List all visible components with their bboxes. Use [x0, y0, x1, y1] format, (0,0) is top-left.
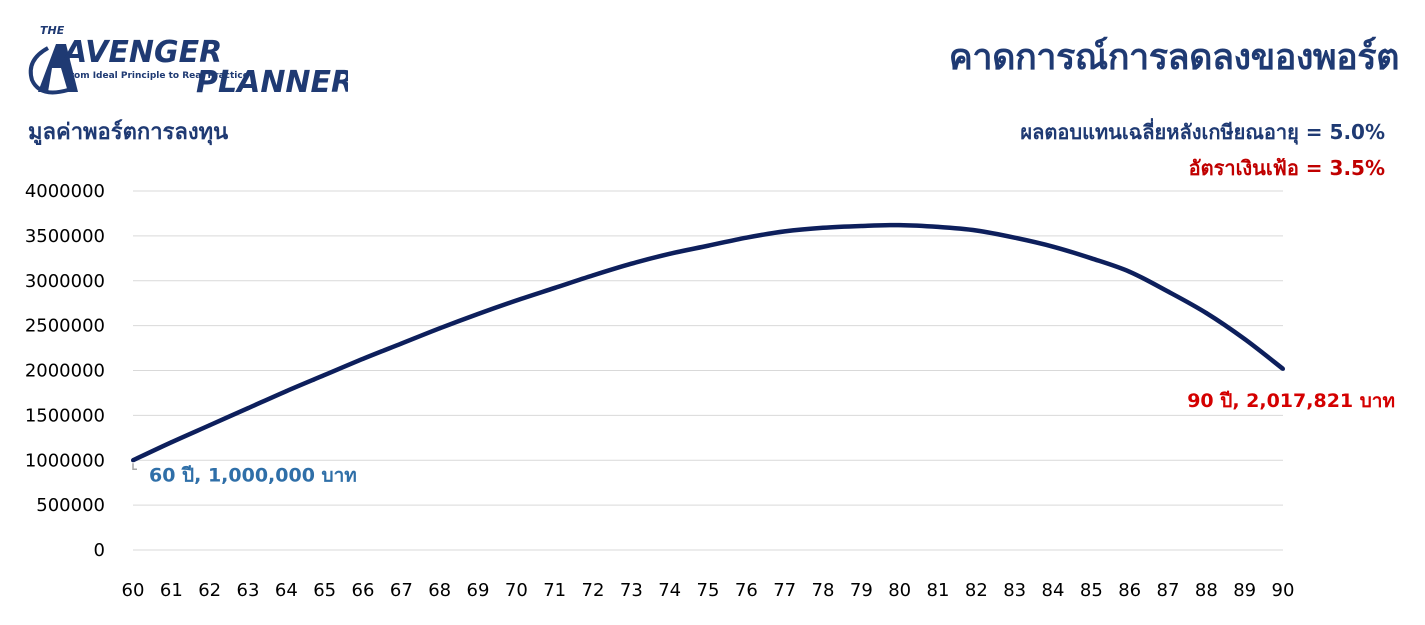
data-point: [207, 423, 212, 428]
y-tick-label: 2000000: [25, 361, 105, 382]
data-point: [322, 372, 327, 377]
data-point: [1127, 269, 1132, 274]
data-point: [552, 285, 557, 290]
x-tick-label: 77: [773, 580, 796, 601]
start-data-label: 60 ปี, 1,000,000 บาท: [149, 464, 357, 486]
series-line: [132, 222, 1285, 463]
data-point: [476, 311, 480, 316]
return-rate-label: ผลตอบแทนเฉลี่ยหลังเกษียณอายุ = 5.0%: [1020, 120, 1385, 144]
data-point: [974, 228, 979, 233]
data-point: [667, 251, 672, 256]
x-tick-label: 70: [505, 580, 528, 601]
y-tick-label: 1000000: [25, 450, 105, 471]
x-tick-label: 76: [735, 580, 758, 601]
data-point: [782, 229, 787, 234]
x-tick-label: 89: [1233, 580, 1256, 601]
data-point: [131, 458, 135, 463]
data-point: [284, 389, 289, 394]
x-tick-label: 87: [1157, 580, 1180, 601]
data-point: [1166, 289, 1170, 294]
data-point: [706, 243, 710, 248]
x-tick-label: 69: [467, 580, 490, 601]
x-tick-label: 79: [850, 580, 873, 601]
start-leader-line: [132, 463, 137, 470]
data-point: [246, 406, 250, 411]
y-tick-label: 500000: [36, 495, 105, 516]
avenger-planner-logo: THE AVENGER PLANNER From Ideal Principle…: [28, 24, 348, 100]
data-point: [897, 223, 902, 228]
data-point: [1204, 311, 1209, 316]
logo-avenger: AVENGER: [62, 35, 222, 70]
data-point: [821, 225, 825, 230]
logo-the: THE: [40, 24, 65, 37]
data-point: [399, 341, 404, 346]
data-point: [1089, 256, 1094, 261]
x-tick-label: 90: [1272, 580, 1295, 601]
x-tick-label: 84: [1042, 580, 1065, 601]
data-point: [744, 235, 749, 240]
x-tick-label: 63: [237, 580, 260, 601]
data-point: [629, 261, 634, 266]
end-data-label: 90 ปี, 2,017,821 บาท: [1187, 390, 1395, 412]
inflation-rate-label: อัตราเงินเฟ้อ = 3.5%: [1188, 156, 1385, 180]
x-tick-label: 86: [1118, 580, 1141, 601]
x-tick-label: 64: [275, 580, 298, 601]
y-tick-label: 3000000: [25, 271, 105, 292]
y-tick-label: 0: [94, 540, 105, 561]
x-axis-ticks: 60 61 62 63 64 65 66 67 68 69 70 71 72 73 74 75 76 77 78 79…: [122, 580, 1295, 601]
data-point: [437, 326, 442, 331]
x-tick-label: 66: [352, 580, 375, 601]
data-point: [1051, 244, 1055, 249]
x-tick-label: 75: [697, 580, 720, 601]
x-tick-label: 74: [658, 580, 681, 601]
logo-planner: PLANNER: [196, 65, 348, 100]
gridlines: [133, 190, 1283, 551]
x-tick-label: 80: [888, 580, 911, 601]
data-point: [169, 440, 174, 445]
x-tick-label: 67: [390, 580, 413, 601]
x-tick-label: 78: [812, 580, 835, 601]
x-tick-label: 71: [543, 580, 566, 601]
data-point: [859, 224, 864, 229]
data-point: [591, 273, 595, 278]
x-tick-label: 62: [198, 580, 221, 601]
y-tick-label: 1500000: [25, 405, 105, 426]
x-tick-label: 65: [313, 580, 336, 601]
x-tick-label: 72: [582, 580, 605, 601]
data-point: [1242, 337, 1247, 342]
data-point: [936, 224, 940, 229]
y-tick-label: 2500000: [25, 316, 105, 337]
x-tick-label: 81: [927, 580, 950, 601]
y-axis-title: มูลค่าพอร์ตการลงทุน: [28, 120, 229, 145]
x-tick-label: 83: [1003, 580, 1026, 601]
data-point: [1281, 366, 1285, 371]
logo-tagline: From Ideal Principle to Real Practice: [64, 71, 249, 81]
x-tick-label: 60: [122, 580, 145, 601]
data-point: [361, 356, 365, 361]
series-layer: [131, 222, 1285, 463]
x-tick-label: 61: [160, 580, 183, 601]
annotations-layer: 60 ปี, 1,000,000 บาท 90 ปี, 2,017,821 บาท: [132, 390, 1395, 486]
y-tick-label: 3500000: [25, 226, 105, 247]
x-tick-label: 68: [428, 580, 451, 601]
x-tick-label: 85: [1080, 580, 1103, 601]
data-point: [1012, 235, 1017, 240]
x-tick-label: 73: [620, 580, 643, 601]
y-axis-ticks: 0 500000 1000000 1500000 2000000 2500000 30000…: [25, 181, 105, 561]
x-tick-label: 82: [965, 580, 988, 601]
x-tick-label: 88: [1195, 580, 1218, 601]
data-point: [514, 298, 519, 303]
y-tick-label: 4000000: [25, 181, 105, 202]
page-title: คาดการณ์การลดลงของพอร์ต: [948, 37, 1400, 78]
